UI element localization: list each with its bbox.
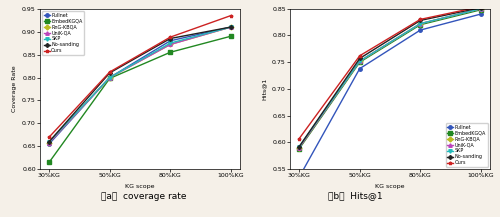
UniK-QA <box>296 146 302 149</box>
Pullnet <box>228 26 234 28</box>
Ours <box>46 136 52 138</box>
Line: No-sanding: No-sanding <box>48 25 232 143</box>
RnG-KBQA <box>418 22 424 25</box>
UniK-QA <box>478 7 484 10</box>
Pullnet <box>106 76 112 79</box>
SKP <box>106 76 112 79</box>
Ours <box>418 18 424 21</box>
EmbedKGQA <box>168 51 173 54</box>
No-sanding <box>418 19 424 22</box>
SKP <box>296 145 302 148</box>
Legend: Pullnet, EmbedKGQA, RnG-KBQA, UniK-QA, SKP, No-sanding, Ours: Pullnet, EmbedKGQA, RnG-KBQA, UniK-QA, S… <box>42 11 84 55</box>
Line: EmbedKGQA: EmbedKGQA <box>298 8 482 151</box>
EmbedKGQA <box>478 8 484 11</box>
EmbedKGQA <box>46 161 52 164</box>
SKP <box>478 7 484 10</box>
No-sanding <box>106 72 112 74</box>
No-sanding <box>356 57 362 60</box>
Line: UniK-QA: UniK-QA <box>48 25 232 144</box>
UniK-QA <box>106 76 112 79</box>
UniK-QA <box>168 43 173 46</box>
X-axis label: KG scope: KG scope <box>125 184 155 189</box>
Line: RnG-KBQA: RnG-KBQA <box>298 7 482 150</box>
Line: SKP: SKP <box>298 7 482 148</box>
Ours <box>168 36 173 38</box>
Line: Pullnet: Pullnet <box>48 25 232 146</box>
RnG-KBQA <box>478 7 484 10</box>
Ours <box>228 14 234 17</box>
Line: EmbedKGQA: EmbedKGQA <box>48 35 232 164</box>
SKP <box>356 60 362 62</box>
Legend: Pullnet, EmbedKGQA, RnG-KBQA, UniK-QA, SKP, No-sanding, Ours: Pullnet, EmbedKGQA, RnG-KBQA, UniK-QA, S… <box>446 123 488 167</box>
UniK-QA <box>46 141 52 144</box>
Line: Ours: Ours <box>298 5 482 140</box>
Pullnet <box>478 13 484 15</box>
EmbedKGQA <box>106 77 112 80</box>
Ours <box>356 54 362 57</box>
EmbedKGQA <box>228 35 234 38</box>
Y-axis label: Coverage Rate: Coverage Rate <box>12 66 16 112</box>
SKP <box>418 22 424 25</box>
Pullnet <box>356 67 362 70</box>
No-sanding <box>296 145 302 148</box>
Pullnet <box>418 29 424 31</box>
EmbedKGQA <box>356 61 362 64</box>
Line: UniK-QA: UniK-QA <box>298 7 482 150</box>
X-axis label: KG scope: KG scope <box>375 184 405 189</box>
Line: Pullnet: Pullnet <box>298 12 482 179</box>
Line: RnG-KBQA: RnG-KBQA <box>48 25 232 144</box>
Ours <box>106 71 112 73</box>
SKP <box>168 42 173 44</box>
RnG-KBQA <box>356 60 362 62</box>
RnG-KBQA <box>106 76 112 79</box>
RnG-KBQA <box>228 26 234 28</box>
Y-axis label: Hits@1: Hits@1 <box>262 78 266 100</box>
Pullnet <box>46 143 52 145</box>
Line: No-sanding: No-sanding <box>298 6 482 148</box>
Text: （b）  Hits@1: （b） Hits@1 <box>328 192 383 201</box>
Pullnet <box>296 176 302 179</box>
Ours <box>296 137 302 140</box>
EmbedKGQA <box>418 23 424 26</box>
RnG-KBQA <box>46 141 52 144</box>
SKP <box>228 26 234 28</box>
Pullnet <box>168 39 173 42</box>
Line: Ours: Ours <box>48 14 232 139</box>
RnG-KBQA <box>168 43 173 46</box>
EmbedKGQA <box>296 148 302 150</box>
No-sanding <box>478 6 484 9</box>
Ours <box>478 5 484 8</box>
RnG-KBQA <box>296 146 302 149</box>
No-sanding <box>46 140 52 143</box>
UniK-QA <box>418 22 424 25</box>
Text: （a）  coverage rate: （a） coverage rate <box>102 192 187 201</box>
No-sanding <box>228 26 234 28</box>
UniK-QA <box>228 26 234 28</box>
Line: SKP: SKP <box>48 25 232 143</box>
SKP <box>46 140 52 143</box>
No-sanding <box>168 37 173 40</box>
UniK-QA <box>356 60 362 62</box>
